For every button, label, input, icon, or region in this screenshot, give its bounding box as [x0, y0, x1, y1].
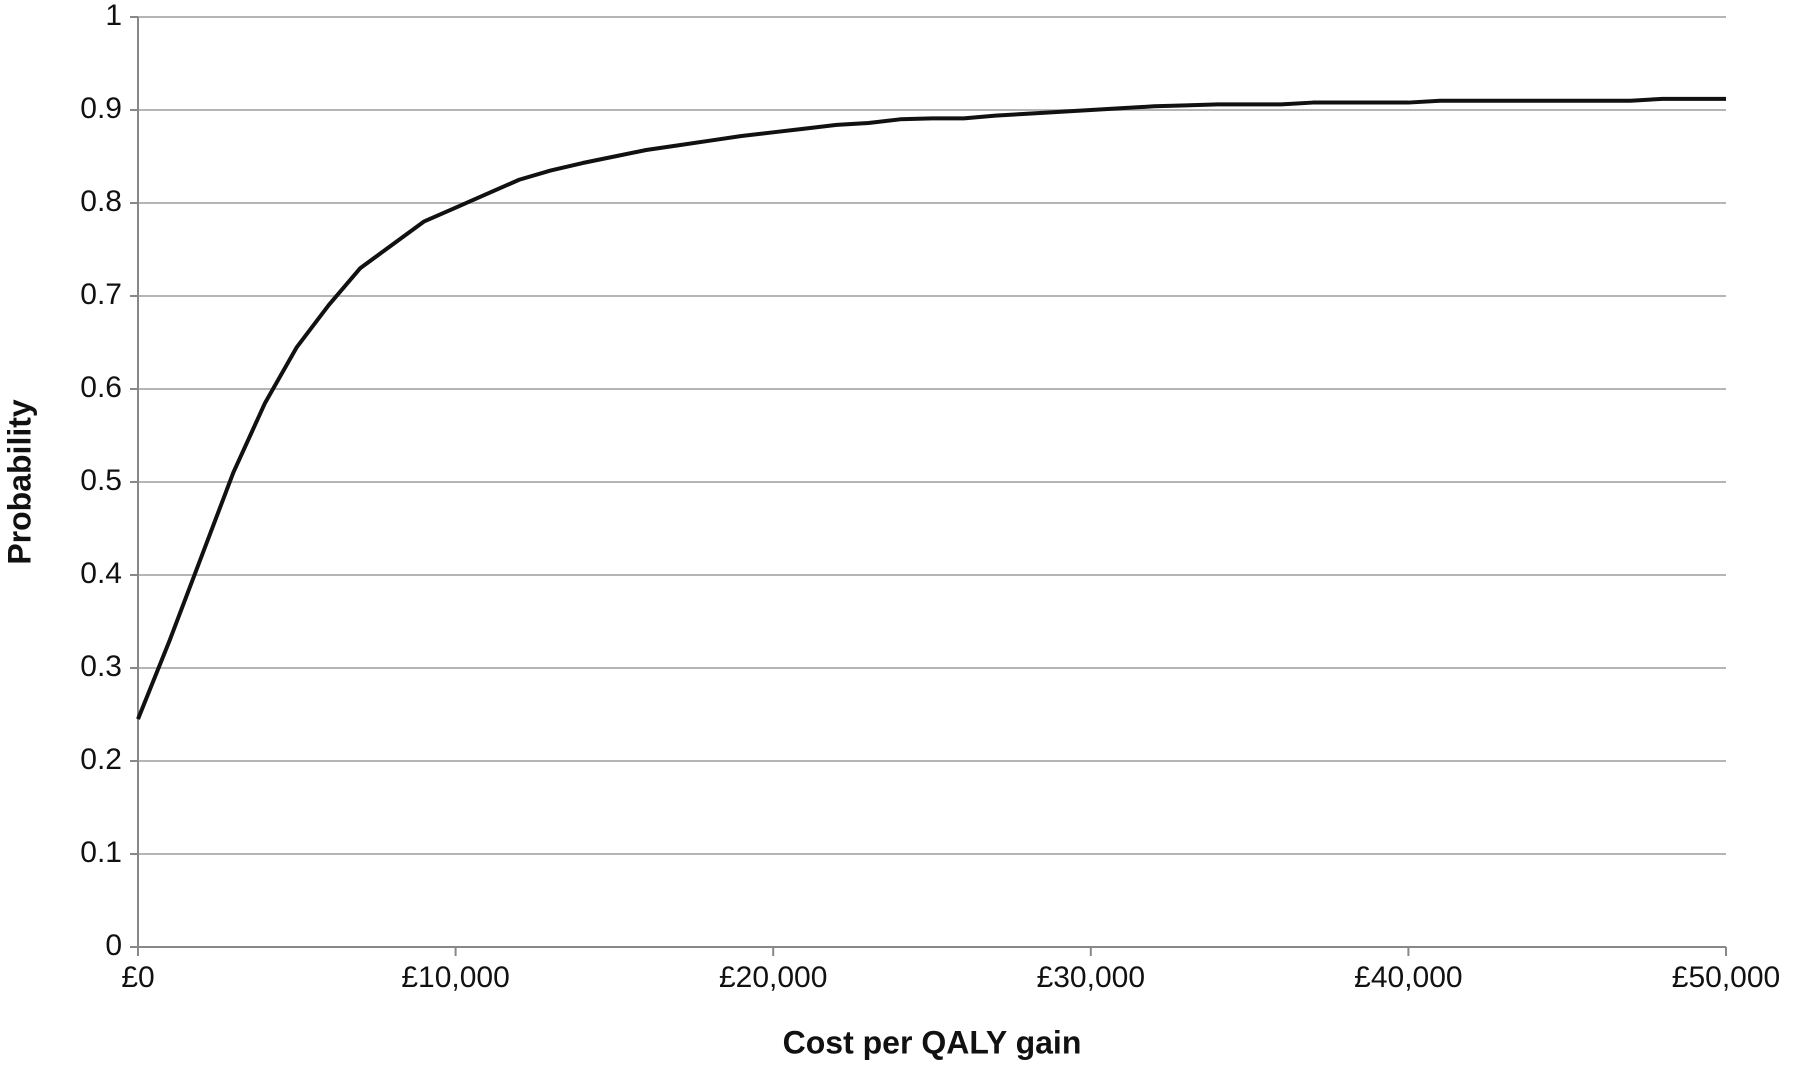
y-tick-label: 0.8: [80, 185, 122, 218]
y-tick-label: 0.3: [80, 650, 122, 683]
x-tick-label: £40,000: [1354, 961, 1462, 994]
x-axis-title: Cost per QALY gain: [783, 1024, 1082, 1060]
y-tick-label: 0.4: [80, 557, 122, 590]
y-tick-label: 0.6: [80, 371, 122, 404]
y-tick-label: 1: [105, 0, 122, 32]
y-tick-label: 0.2: [80, 743, 122, 776]
line-series: [136, 96, 1726, 720]
y-tick-label: 0.1: [80, 836, 122, 869]
y-tick-label: 0.7: [80, 278, 122, 311]
y-tick-label: 0.9: [80, 92, 122, 125]
x-tick-label: £50,000: [1672, 961, 1780, 994]
y-tick-label: 0.5: [80, 464, 122, 497]
y-tick-label: 0: [105, 929, 122, 962]
x-tick-label: £30,000: [1037, 961, 1145, 994]
x-tick-label: £20,000: [719, 961, 827, 994]
x-tick-label: £0: [121, 961, 154, 994]
x-tick-label: £10,000: [401, 961, 509, 994]
y-axis-title: Probability: [1, 399, 37, 565]
